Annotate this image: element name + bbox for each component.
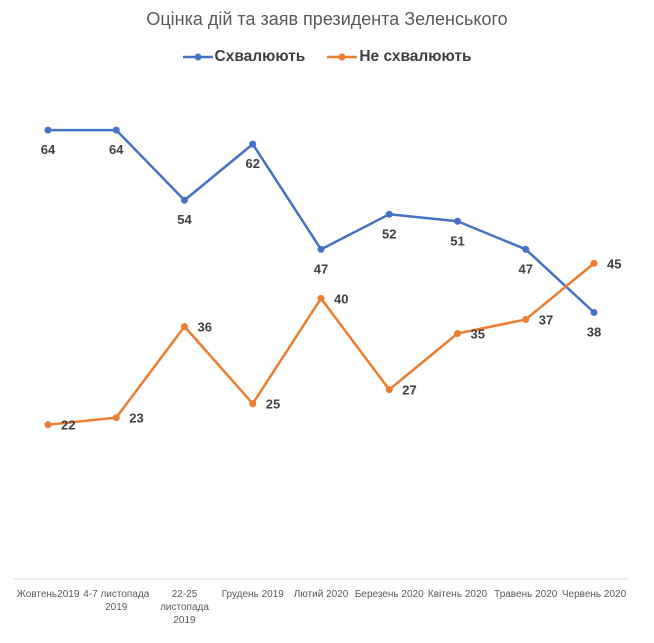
data-point-0-3: [249, 140, 257, 148]
data-label-1-1: 23: [129, 411, 143, 426]
legend-label-approve: Схвалюють: [214, 48, 306, 65]
legend: Схвалюють Не схвалюють: [0, 48, 654, 66]
data-point-0-0: [44, 126, 52, 134]
data-point-0-8: [590, 308, 598, 316]
data-point-1-8: [590, 259, 598, 267]
legend-item-approve: Схвалюють: [182, 48, 306, 66]
data-point-0-7: [522, 245, 530, 253]
data-point-1-1: [112, 414, 120, 422]
data-point-1-0: [44, 421, 52, 429]
data-label-0-3: 62: [246, 156, 260, 171]
data-point-1-4: [317, 294, 325, 302]
data-point-0-1: [112, 126, 120, 134]
x-tick-label: Лютий 2020: [293, 589, 349, 600]
data-label-0-4: 47: [314, 261, 328, 276]
data-label-1-6: 35: [471, 327, 485, 342]
data-point-0-4: [317, 245, 325, 253]
x-tick-label: Грудень 2019: [221, 589, 284, 600]
series-line-1: [47, 262, 595, 426]
data-point-0-5: [385, 210, 393, 218]
data-point-1-7: [522, 315, 530, 323]
data-point-1-5: [385, 386, 393, 394]
x-tick-label: Березень 2020: [354, 589, 424, 600]
x-tick-label: Травень 2020: [494, 589, 558, 600]
x-tick-label: Червень 2020: [561, 589, 627, 600]
data-label-0-0: 64: [41, 142, 56, 157]
data-label-1-8: 45: [607, 256, 621, 271]
data-point-1-3: [249, 400, 257, 408]
data-point-1-2: [181, 322, 188, 330]
data-label-0-1: 64: [109, 142, 124, 157]
data-label-1-2: 36: [198, 319, 212, 334]
x-tick-label: Квітень 2020: [427, 589, 488, 600]
data-label-0-5: 52: [382, 226, 396, 241]
data-label-0-7: 47: [519, 261, 533, 276]
data-label-0-6: 51: [450, 233, 464, 248]
data-label-1-4: 40: [334, 291, 348, 306]
data-point-0-6: [454, 217, 461, 225]
data-point-0-2: [181, 196, 188, 204]
legend-marker-approve: [182, 53, 213, 61]
data-label-1-0: 22: [61, 418, 75, 433]
legend-marker-disapprove: [327, 53, 358, 61]
data-label-0-2: 54: [177, 212, 192, 227]
data-point-1-6: [454, 330, 461, 337]
chart-title: Оцінка дій та заяв президента Зеленськог…: [146, 9, 508, 29]
data-label-1-7: 37: [539, 312, 553, 327]
data-label-1-5: 27: [402, 383, 416, 398]
x-tick-label: 22-25 листопада 2019: [160, 589, 209, 626]
legend-label-disapprove: Не схвалюють: [359, 48, 472, 65]
series-line-0: [48, 128, 595, 314]
legend-item-disapprove: Не схвалюють: [327, 48, 471, 66]
x-tick-label: 4-7 листопада 2019: [83, 589, 150, 613]
data-label-0-8: 38: [587, 324, 601, 339]
data-label-1-3: 25: [266, 397, 280, 412]
x-tick-label: Жовтень2019: [16, 589, 80, 600]
